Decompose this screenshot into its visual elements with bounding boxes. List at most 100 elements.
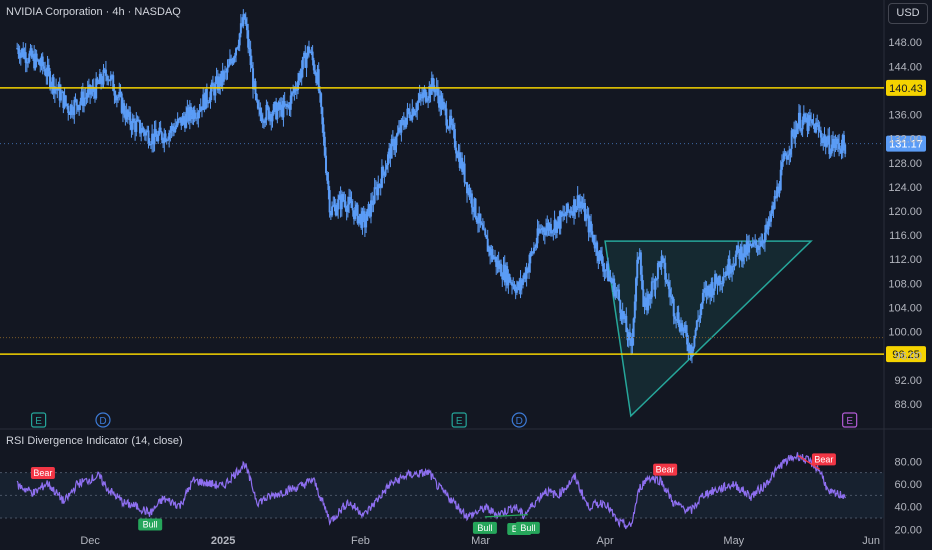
last-price-tag [886,135,926,152]
candle-body [680,323,683,332]
candle-body [52,77,55,94]
candle-body [93,91,96,99]
candle-body [258,107,261,109]
candle-body [517,282,520,287]
candle-body [304,52,307,68]
candle-body [659,261,662,267]
candle-body [315,74,318,83]
candle-body [120,93,123,113]
candle-body [648,294,651,299]
candle-body [294,87,297,90]
candle-body [749,243,752,245]
candle-body [340,194,343,210]
price-tick-label: 124.00 [888,182,922,194]
candle-body [655,278,658,280]
candle-body [455,147,458,154]
candle-body [85,97,88,99]
earnings-marker [451,412,467,428]
currency-button[interactable]: USD [888,3,928,24]
candle-body [400,119,403,133]
candle-body [61,91,64,93]
candle-body [563,213,566,217]
candle-body [727,258,730,275]
candle-body [349,197,352,201]
candle-body [446,125,449,129]
candle-body [580,201,583,205]
candle-body [822,138,825,144]
candle-body [265,105,268,121]
divergence-label: Bear [814,454,833,464]
candle-body [56,88,59,91]
divergence-badge [30,467,55,479]
candle-body [712,288,715,295]
rsi-path [16,452,846,530]
candle-body [78,104,81,111]
candle-body [333,204,336,206]
candle-body [704,287,707,290]
candle-body [631,336,634,346]
candle-body [717,276,720,286]
candle-body [267,107,270,120]
candle-body [486,238,489,252]
candle-body [424,89,427,102]
triangle-pattern[interactable] [604,240,813,418]
candle-body [217,76,220,91]
candle-body [414,110,417,113]
candle-body [406,108,409,118]
candle-body [484,229,487,236]
candle-body [780,162,783,170]
candle-body [276,109,279,120]
candle-body [83,97,86,106]
candle-body [404,125,407,128]
candle-body [236,47,239,49]
candle-body [81,91,84,106]
candle-body [224,71,227,73]
candle-body [478,213,481,224]
candle-body [91,86,94,92]
candle-body [175,125,178,128]
candle-body [475,217,478,223]
candle-body [252,68,255,90]
candle-body [799,112,802,131]
candle-body [496,260,499,267]
candle-body [485,235,488,239]
level-tag-label: 96.25 [892,349,920,361]
candle-body [681,323,684,332]
candle-body [836,138,839,144]
candle-body [344,201,347,209]
candle-body [200,106,203,111]
candle-body [62,91,65,108]
candle-body [552,229,555,232]
candle-body [393,138,396,151]
candle-body [824,136,827,147]
candle-body [271,114,274,122]
price-tick-label: 120.00 [888,206,922,218]
candle-body [583,202,586,221]
candle-body [568,210,571,212]
candle-body [532,247,535,254]
candle-body [63,95,66,108]
candle-body [428,86,431,99]
horizontal-levels[interactable]: 140.43 96.25 131.17 [0,79,926,363]
candle-body [605,263,608,270]
candle-body [665,279,668,283]
candle-body [783,153,786,160]
candle-body [416,103,419,111]
candle-body [750,244,753,247]
candle-body [129,111,132,125]
candle-body [785,155,788,160]
candle-body [50,85,53,88]
candle-body [295,89,298,91]
price-tick-label: 96.00 [894,351,922,363]
candle-body [108,79,111,81]
candle-body [317,69,320,91]
candle-body [361,211,364,228]
candle-body [452,124,455,130]
candle-body [70,104,73,114]
candle-body [411,108,414,120]
candle-body [637,257,640,260]
candle-body [757,246,760,250]
last-price-label: 131.17 [889,139,923,151]
